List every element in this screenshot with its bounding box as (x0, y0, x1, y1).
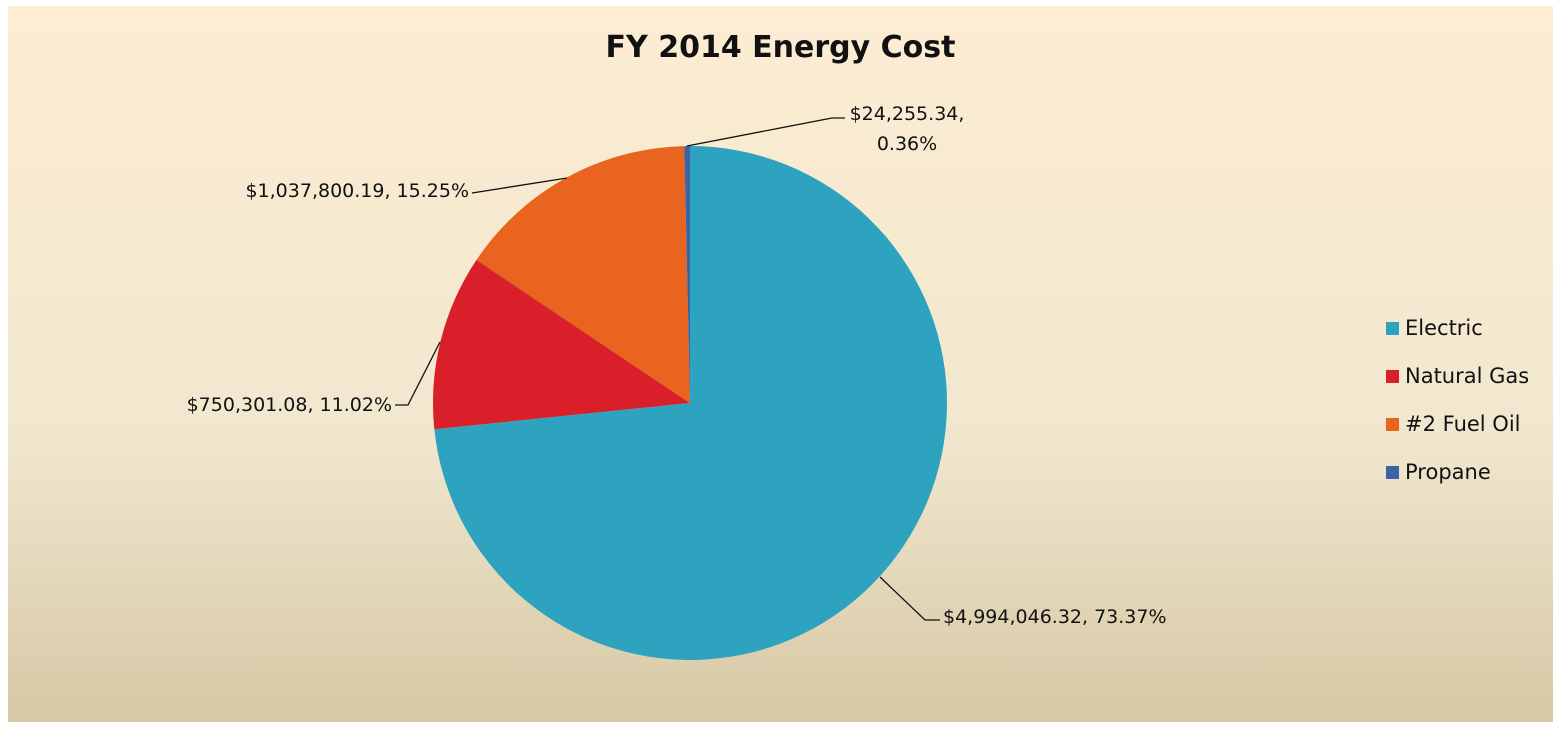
leader-line (686, 117, 845, 147)
legend-swatch (1386, 370, 1399, 383)
data-label: $1,037,800.19, 15.25% (245, 180, 469, 202)
leader-line (395, 341, 441, 406)
data-label: $750,301.08, 11.02% (186, 394, 392, 416)
pie-slice (433, 259, 690, 430)
data-label: $4,994,046.32, 73.37% (943, 606, 1167, 628)
plot (395, 117, 947, 660)
legend-label: Electric (1405, 316, 1483, 340)
legend-item: #2 Fuel Oil (1386, 412, 1521, 436)
pie-slice (684, 146, 690, 403)
legend-item: Propane (1386, 460, 1491, 484)
legend-swatch (1386, 418, 1399, 431)
chart: FY 2014 Energy Cost $4,994,046.32, 73.37… (8, 6, 1553, 722)
pie-slice (434, 146, 947, 660)
legend-label: #2 Fuel Oil (1405, 412, 1521, 436)
legend-item: Natural Gas (1386, 364, 1529, 388)
legend-swatch (1386, 466, 1399, 479)
legend-label: Propane (1405, 460, 1491, 484)
legend-label: Natural Gas (1405, 364, 1530, 388)
leader-lines (395, 117, 940, 621)
legend-item: Electric (1386, 316, 1483, 340)
pie-slice (476, 146, 690, 403)
chart-title: FY 2014 Energy Cost (605, 30, 956, 65)
leader-line (879, 576, 940, 621)
leader-line (471, 177, 568, 194)
legend-swatch (1386, 322, 1399, 335)
data-label: $24,255.34, 0.36% (849, 103, 965, 155)
